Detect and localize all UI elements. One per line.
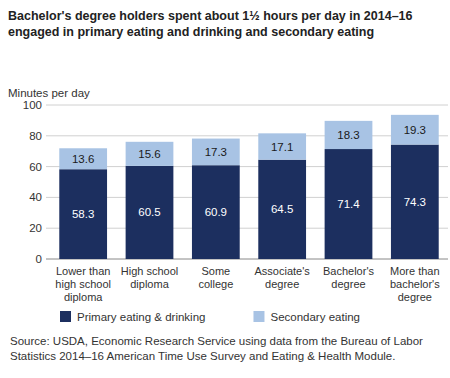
- legend-swatch: [253, 311, 264, 322]
- text-line: Lower than: [56, 265, 110, 277]
- chart: Bachelor's degree holders spent about 1½…: [0, 0, 450, 378]
- data-label: 74.3: [404, 196, 426, 208]
- x-tick-label: Somecollege: [198, 265, 233, 290]
- text-line: high school: [55, 278, 111, 290]
- data-label: 17.3: [205, 146, 227, 158]
- x-tick-label: Bachelor'sdegree: [323, 265, 375, 290]
- bar: [258, 133, 306, 159]
- bar: [325, 149, 373, 259]
- data-label: 13.6: [72, 153, 94, 165]
- y-tick-label: 40: [29, 191, 42, 203]
- text-line: degree: [331, 278, 365, 290]
- bars: [59, 115, 438, 259]
- y-tick-label: 60: [29, 161, 42, 173]
- bar: [391, 115, 439, 145]
- text-line: bachelor's: [390, 278, 440, 290]
- bar: [126, 142, 174, 166]
- data-label: 60.9: [205, 206, 227, 218]
- grid-line: [46, 135, 448, 136]
- text-line: Source: USDA, Economic Research Service …: [10, 335, 423, 347]
- text-line: Statistics 2014–16 American Time Use Sur…: [10, 350, 395, 362]
- bar: [59, 169, 107, 259]
- y-axis-label: Minutes per day: [8, 87, 90, 99]
- title: Bachelor's degree holders spent about 1½…: [8, 9, 413, 39]
- legend-swatch: [60, 311, 71, 322]
- legend-item: Primary eating & drinking: [60, 311, 205, 323]
- x-tick-label: Associate'sdegree: [255, 265, 311, 290]
- text-line: Bachelor's degree holders spent about 1½…: [8, 9, 413, 23]
- text-line: diploma: [130, 278, 169, 290]
- data-labels: 58.3 13.6 60.5 15.6 60.9 17.3 64.5 17.1 71.4 18.3…: [72, 124, 426, 220]
- data-label: 15.6: [138, 148, 160, 160]
- data-label: 64.5: [271, 203, 293, 215]
- bar: [325, 121, 373, 149]
- bar: [126, 166, 174, 259]
- y-tick-label: 20: [29, 222, 42, 234]
- data-label: 71.4: [337, 198, 360, 210]
- text-line: engaged in primary eating and drinking a…: [8, 25, 374, 39]
- text-line: Associate's: [255, 265, 311, 277]
- x-tick-label: Lower thanhigh schooldiploma: [55, 265, 111, 303]
- text-line: college: [198, 278, 233, 290]
- grid-line: [46, 105, 448, 106]
- y-tick-label: 80: [29, 130, 42, 142]
- y-tick-label: 0: [36, 253, 42, 265]
- text-line: diploma: [64, 291, 103, 303]
- bar: [391, 145, 439, 259]
- data-label: 18.3: [337, 129, 359, 141]
- text-line: Some: [201, 265, 230, 277]
- source: Source: USDA, Economic Research Service …: [10, 335, 423, 362]
- text-line: More than: [390, 265, 440, 277]
- x-tick-label: High schooldiploma: [121, 265, 178, 290]
- data-label: 58.3: [72, 208, 94, 220]
- legend-item: Secondary eating: [253, 311, 360, 323]
- text-line: degree: [398, 291, 432, 303]
- legend-label: Primary eating & drinking: [77, 311, 205, 323]
- text-line: degree: [265, 278, 299, 290]
- bar: [59, 148, 107, 169]
- data-label: 19.3: [404, 124, 426, 136]
- data-label: 17.1: [271, 141, 293, 153]
- y-tick-label: 100: [23, 99, 42, 111]
- text-line: High school: [121, 265, 178, 277]
- text-line: Bachelor's: [323, 265, 375, 277]
- x-tick-label: More thanbachelor'sdegree: [390, 265, 440, 303]
- bar: [192, 165, 240, 259]
- data-label: 60.5: [138, 206, 160, 218]
- legend-label: Secondary eating: [270, 311, 360, 323]
- bar: [192, 139, 240, 166]
- bar: [258, 160, 306, 259]
